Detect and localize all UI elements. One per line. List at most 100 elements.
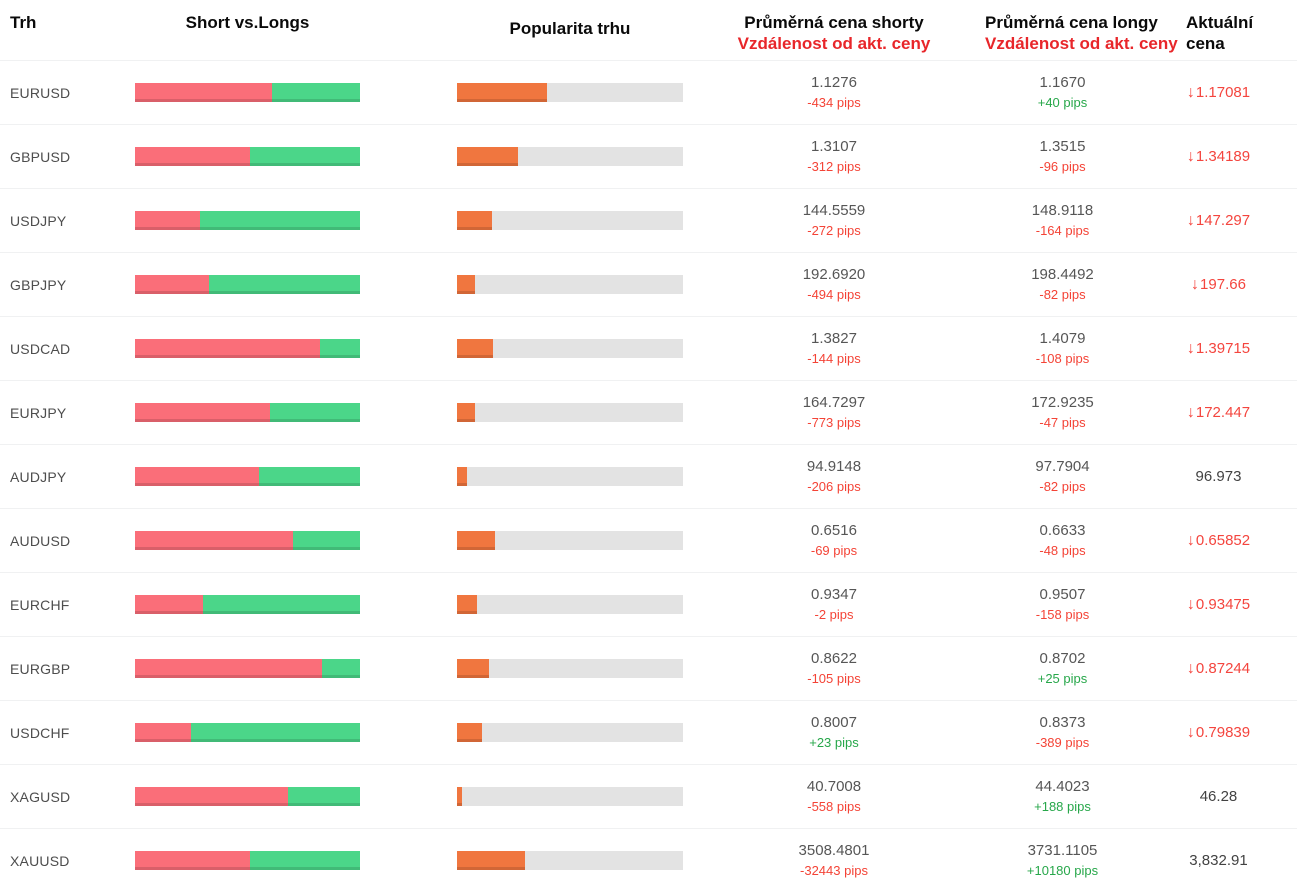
market-label: EURGBP (10, 660, 71, 677)
col-header-avg-short: Průměrná cena shorty Vzdálenost od akt. … (683, 12, 985, 54)
popularity-cell (457, 595, 683, 614)
market-label: GBPJPY (10, 276, 67, 293)
current-price-cell: ↓0.87244 (1140, 660, 1297, 678)
long-distance: -48 pips (1039, 543, 1086, 558)
popularity-cell (457, 147, 683, 166)
short-vs-long-cell (135, 851, 360, 870)
long-bar-segment (292, 531, 360, 550)
short-vs-long-bar (135, 211, 360, 230)
col-header-market: Trh (10, 13, 37, 32)
table-row: AUDJPY 94.9148 -206 pips 97.7904 -82 pip… (0, 444, 1297, 508)
popularity-fill (457, 659, 489, 678)
avg-long-cell: 0.8702 +25 pips (985, 648, 1140, 689)
popularity-fill (457, 723, 482, 742)
long-bar-segment (209, 275, 360, 294)
current-price: 0.65852 (1195, 531, 1251, 549)
long-price: 1.3515 (1039, 138, 1086, 155)
long-price: 0.8702 (1039, 650, 1086, 667)
current-price-cell: ↓1.17081 (1140, 84, 1297, 102)
long-bar-segment (191, 723, 360, 742)
popularity-fill (457, 787, 462, 806)
short-bar-segment (135, 595, 203, 614)
avg-long-cell: 1.4079 -108 pips (985, 328, 1140, 369)
popularity-fill (457, 211, 493, 230)
current-price: 0.93475 (1195, 595, 1251, 613)
long-bar-segment (258, 467, 360, 486)
popularity-bar (457, 659, 683, 678)
long-distance: +40 pips (1037, 95, 1088, 110)
col-header-popularity: Popularita trhu (509, 19, 631, 38)
short-vs-long-cell (135, 211, 360, 230)
market-label: USDCHF (10, 724, 70, 741)
avg-short-cell: 40.7008 -558 pips (683, 776, 985, 817)
table-row: EURGBP 0.8622 -105 pips 0.8702 +25 pips … (0, 636, 1297, 700)
popularity-fill (457, 851, 525, 870)
current-price-cell: ↓147.297 (1140, 212, 1297, 230)
short-vs-long-cell (135, 531, 360, 550)
long-price: 148.9118 (1031, 202, 1094, 219)
popularity-bar (457, 147, 683, 166)
short-vs-long-cell (135, 403, 360, 422)
current-price: 1.34189 (1195, 147, 1251, 165)
short-vs-long-cell (135, 787, 360, 806)
short-vs-long-cell (135, 659, 360, 678)
short-distance: -206 pips (807, 479, 861, 494)
avg-short-cell: 94.9148 -206 pips (683, 456, 985, 497)
short-bar-segment (135, 851, 250, 870)
table-row: USDCAD 1.3827 -144 pips 1.4079 -108 pips… (0, 316, 1297, 380)
short-bar-segment (135, 211, 201, 230)
short-vs-long-cell (135, 467, 360, 486)
short-vs-long-bar (135, 723, 360, 742)
popularity-cell (457, 851, 683, 870)
current-price: 1.17081 (1195, 83, 1251, 101)
short-bar-segment (135, 403, 270, 422)
avg-long-cell: 44.4023 +188 pips (985, 776, 1140, 817)
popularity-fill (457, 467, 468, 486)
current-price: 46.28 (1199, 788, 1238, 805)
avg-long-subtitle: Vzdálenost od akt. ceny (985, 34, 1178, 53)
short-price: 1.1276 (811, 74, 857, 91)
avg-short-cell: 0.6516 -69 pips (683, 520, 985, 561)
long-distance: +25 pips (1037, 671, 1088, 686)
popularity-cell (457, 787, 683, 806)
current-price-cell: ↓172.447 (1140, 404, 1297, 422)
down-arrow-icon: ↓ (1186, 403, 1195, 421)
current-price-cell: ↓0.65852 (1140, 532, 1297, 550)
table-header: Trh Short vs.Longs Popularita trhu Průmě… (0, 0, 1297, 60)
avg-short-cell: 164.7297 -773 pips (683, 392, 985, 433)
short-vs-long-cell (135, 595, 360, 614)
table-row: XAUUSD 3508.4801 -32443 pips 3731.1105 +… (0, 828, 1297, 892)
short-price: 3508.4801 (798, 842, 870, 859)
long-price: 1.4079 (1039, 330, 1086, 347)
long-distance: -164 pips (1035, 223, 1090, 238)
long-bar-segment (249, 147, 360, 166)
popularity-cell (457, 339, 683, 358)
popularity-cell (457, 659, 683, 678)
popularity-bar (457, 851, 683, 870)
popularity-bar (457, 595, 683, 614)
col-header-avg-long: Průměrná cena longy Vzdálenost od akt. c… (985, 12, 1178, 54)
long-price: 44.4023 (1035, 778, 1090, 795)
short-price: 1.3827 (811, 330, 857, 347)
long-bar-segment (270, 403, 360, 422)
long-price: 0.6633 (1039, 522, 1086, 539)
down-arrow-icon: ↓ (1186, 659, 1195, 677)
current-price-cell: 46.28 (1140, 788, 1297, 805)
long-price: 1.1670 (1039, 74, 1086, 91)
avg-short-cell: 1.1276 -434 pips (683, 72, 985, 113)
market-label: EURUSD (10, 84, 71, 101)
market-label: USDJPY (10, 212, 67, 229)
market-label: AUDJPY (10, 468, 67, 485)
avg-short-subtitle: Vzdálenost od akt. ceny (737, 34, 931, 53)
popularity-bar (457, 403, 683, 422)
market-label: XAUUSD (10, 852, 70, 869)
current-price-cell: ↓0.79839 (1140, 724, 1297, 742)
market-label: EURCHF (10, 596, 70, 613)
long-distance: -389 pips (1035, 735, 1090, 750)
short-vs-long-bar (135, 147, 360, 166)
table-row: EURUSD 1.1276 -434 pips 1.1670 +40 pips … (0, 60, 1297, 124)
avg-long-title: Průměrná cena longy (985, 13, 1158, 32)
short-price: 94.9148 (806, 458, 862, 475)
current-price: 197.66 (1200, 275, 1246, 293)
table-row: USDCHF 0.8007 +23 pips 0.8373 -389 pips … (0, 700, 1297, 764)
